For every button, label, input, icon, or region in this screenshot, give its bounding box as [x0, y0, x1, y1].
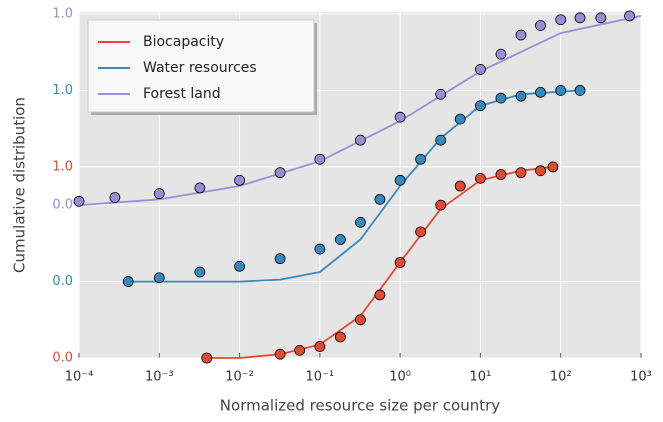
- data-point: [515, 167, 527, 179]
- data-point: [535, 86, 546, 98]
- y-tick-label: 1.0: [52, 159, 73, 174]
- y-axis-label: Cumulative distribution: [11, 97, 29, 273]
- data-point: [535, 20, 546, 31]
- data-point: [515, 29, 527, 41]
- data-point: [535, 165, 546, 177]
- data-point: [624, 10, 635, 22]
- x-tick-label: 10⁰: [389, 370, 411, 385]
- data-point: [274, 253, 286, 265]
- marks: [73, 10, 642, 364]
- data-point: [109, 192, 121, 203]
- data-point: [495, 92, 507, 104]
- data-point: [334, 234, 346, 245]
- data-point: [274, 167, 286, 179]
- data-point: [574, 85, 586, 96]
- data-point: [555, 85, 567, 96]
- data-point: [355, 134, 366, 146]
- grid: 10⁻⁴ 10⁻³ 10⁻² 10⁻¹ 10⁰ 10¹ 10² 10³ 0.0 0.0 0.0 1.0…: [52, 7, 652, 385]
- x-tick-label: 10¹: [470, 370, 492, 385]
- data-point: [495, 169, 507, 180]
- data-point: [574, 12, 586, 24]
- data-point: [547, 161, 559, 173]
- x-tick-label: 10⁻¹: [306, 370, 335, 385]
- data-point: [274, 348, 286, 360]
- data-point: [201, 352, 213, 364]
- data-point: [234, 174, 245, 186]
- legend-label: Water resources: [143, 60, 257, 76]
- data-point: [73, 195, 85, 207]
- legend-box: [87, 19, 315, 113]
- data-point: [394, 257, 406, 268]
- data-point: [555, 14, 567, 26]
- data-point: [314, 243, 326, 255]
- x-axis-label: Normalized resource size per country: [220, 397, 501, 415]
- data-point: [122, 276, 134, 287]
- data-point: [194, 182, 206, 194]
- data-point: [435, 134, 447, 146]
- x-tick-label: 10²: [550, 370, 572, 385]
- data-point: [495, 48, 507, 60]
- x-tick-label: 10⁻⁴: [65, 370, 94, 385]
- data-point: [355, 216, 366, 228]
- data-point: [194, 266, 206, 278]
- data-point: [374, 193, 386, 205]
- data-point: [394, 174, 406, 186]
- data-point: [334, 331, 346, 343]
- data-point: [294, 344, 306, 356]
- data-point: [475, 64, 486, 75]
- y-tick-label: 1.0: [52, 7, 73, 22]
- data-point: [153, 272, 165, 284]
- data-point: [415, 226, 427, 238]
- data-point: [374, 289, 386, 301]
- legend-label: Forest land: [143, 86, 221, 102]
- data-point: [415, 153, 427, 165]
- data-point: [454, 180, 466, 192]
- data-point: [234, 260, 245, 272]
- data-point: [355, 314, 366, 326]
- data-point: [153, 188, 165, 200]
- x-tick-label: 10³: [630, 370, 652, 385]
- data-point: [475, 172, 486, 184]
- data-point: [475, 100, 486, 112]
- data-point: [314, 341, 326, 352]
- legend-label: Biocapacity: [143, 34, 224, 50]
- data-point: [595, 12, 607, 24]
- legend: Biocapacity Water resources Forest land: [87, 19, 317, 115]
- data-point: [515, 90, 527, 102]
- y-tick-label: 0.0: [52, 274, 73, 289]
- data-point: [435, 88, 447, 100]
- y-tick-label: 1.0: [52, 83, 73, 98]
- y-tick-label: 0.0: [52, 198, 73, 213]
- data-point: [314, 153, 326, 165]
- data-point: [435, 199, 447, 211]
- data-point: [394, 111, 406, 123]
- y-tick-label: 0.0: [52, 351, 73, 366]
- x-tick-label: 10⁻³: [145, 370, 174, 385]
- x-tick-label: 10⁻²: [225, 370, 254, 385]
- data-point: [454, 113, 466, 125]
